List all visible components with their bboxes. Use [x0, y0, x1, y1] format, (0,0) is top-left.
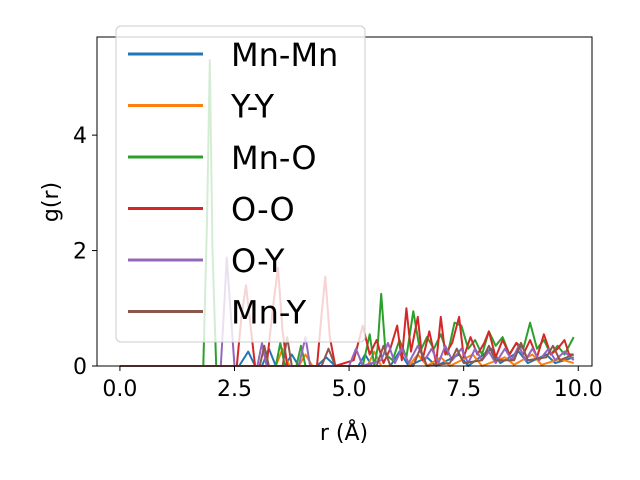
- x-tick-label: 7.5: [446, 377, 481, 402]
- x-tick-label: 0.0: [102, 377, 137, 402]
- x-axis: 0.0 2.5 5.0 7.5 10.0: [102, 366, 603, 402]
- legend-label-o-o: O-O: [231, 191, 295, 229]
- y-axis: 0 2 4: [73, 124, 97, 380]
- x-tick-label: 10.0: [554, 377, 603, 402]
- x-axis-label: r (Å): [320, 419, 368, 446]
- legend-label-mn-o: Mn-O: [231, 139, 317, 177]
- x-tick-label: 2.5: [217, 377, 252, 402]
- y-tick-label: 0: [73, 355, 87, 380]
- y-tick-label: 2: [73, 240, 87, 265]
- legend-label-mn-y: Mn-Y: [231, 294, 307, 332]
- legend-label-y-y: Y-Y: [230, 88, 275, 126]
- legend-label-mn-mn: Mn-Mn: [231, 36, 338, 74]
- series-line-mn-y: [119, 336, 575, 367]
- y-axis-label: g(r): [39, 182, 64, 222]
- y-tick-label: 4: [73, 124, 87, 149]
- legend-label-o-y: O-Y: [231, 242, 285, 280]
- legend: Mn-Mn Y-Y Mn-O O-O O-Y Mn-Y: [115, 25, 366, 343]
- x-tick-label: 5.0: [332, 377, 367, 402]
